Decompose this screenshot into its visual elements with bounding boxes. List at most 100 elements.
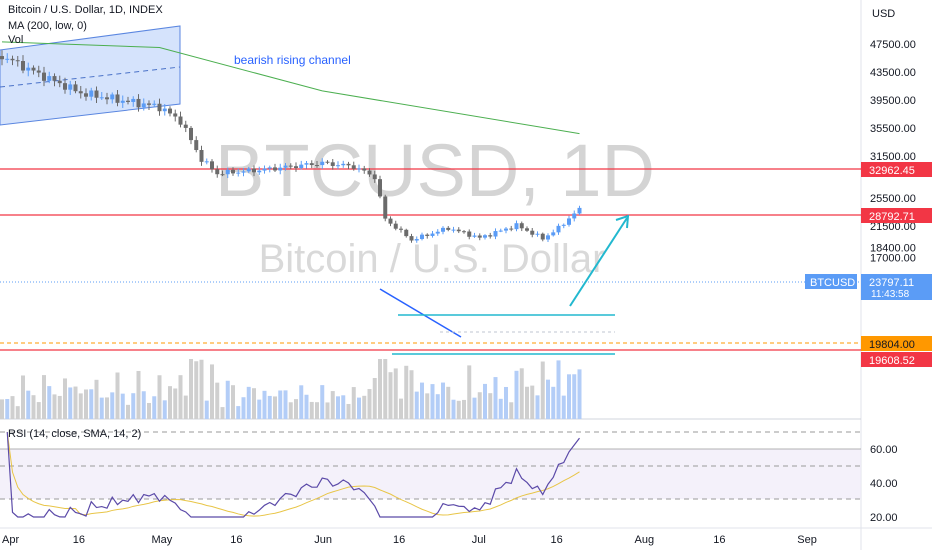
candle-body[interactable]	[383, 196, 388, 219]
candle-body[interactable]	[231, 169, 235, 174]
candle-body[interactable]	[393, 223, 398, 229]
candle-body[interactable]	[215, 169, 220, 175]
candle-body[interactable]	[504, 228, 508, 231]
candle-body[interactable]	[441, 227, 445, 232]
candle-body[interactable]	[325, 161, 330, 163]
candle-body[interactable]	[78, 91, 83, 94]
candle-body[interactable]	[136, 98, 141, 108]
candle-body[interactable]	[5, 58, 10, 60]
candle-body[interactable]	[472, 235, 477, 237]
candle-body[interactable]	[577, 207, 582, 214]
projection-arrow[interactable]	[569, 217, 628, 307]
candle-body[interactable]	[94, 90, 99, 98]
candle-body[interactable]	[336, 165, 340, 167]
candle-body[interactable]	[299, 164, 304, 169]
candle-body[interactable]	[262, 168, 267, 171]
candle-body[interactable]	[36, 70, 41, 73]
candle-body[interactable]	[320, 161, 325, 166]
candle-body[interactable]	[420, 234, 424, 240]
candle-body[interactable]	[89, 90, 94, 97]
candle-body[interactable]	[378, 179, 382, 197]
candle-body[interactable]	[483, 235, 487, 238]
candle-body[interactable]	[267, 167, 272, 169]
candle-body[interactable]	[572, 213, 577, 219]
candle-body[interactable]	[341, 163, 346, 166]
candle-body[interactable]	[556, 225, 561, 233]
candle-body[interactable]	[404, 229, 409, 237]
candle-body[interactable]	[456, 229, 461, 232]
candle-body[interactable]	[493, 231, 498, 237]
candle-body[interactable]	[488, 235, 493, 237]
candle-body[interactable]	[462, 231, 466, 233]
candle-body[interactable]	[183, 124, 188, 128]
candle-body[interactable]	[178, 116, 183, 125]
candle-body[interactable]	[467, 231, 472, 237]
candle-body[interactable]	[498, 230, 503, 232]
candle-body[interactable]	[47, 76, 52, 81]
candle-body[interactable]	[283, 165, 288, 168]
candle-body[interactable]	[31, 67, 36, 71]
candle-body[interactable]	[309, 163, 314, 166]
rsi-legend[interactable]: RSI (14, close, SMA, 14, 2)	[8, 428, 142, 440]
candle-body[interactable]	[278, 167, 283, 171]
candle-body[interactable]	[477, 235, 482, 238]
candle-body[interactable]	[173, 113, 178, 117]
candle-body[interactable]	[561, 224, 566, 226]
candle-body[interactable]	[120, 100, 125, 103]
candle-body[interactable]	[63, 83, 67, 90]
rising-channel[interactable]	[0, 25, 181, 126]
candle-body[interactable]	[546, 235, 550, 240]
candle-body[interactable]	[551, 232, 556, 236]
candle-body[interactable]	[252, 168, 256, 173]
candle-body[interactable]	[315, 165, 319, 167]
candle-body[interactable]	[304, 163, 309, 165]
candle-body[interactable]	[131, 98, 136, 102]
candle-body[interactable]	[126, 100, 130, 102]
candle-body[interactable]	[220, 174, 225, 176]
candle-body[interactable]	[10, 58, 15, 61]
candle-body[interactable]	[189, 127, 193, 141]
candle-body[interactable]	[346, 163, 351, 166]
candle-body[interactable]	[162, 108, 167, 112]
vol-legend[interactable]: Vol	[8, 34, 24, 46]
candle-body[interactable]	[241, 171, 246, 173]
candle-body[interactable]	[194, 140, 199, 151]
candle-body[interactable]	[357, 168, 361, 170]
candle-body[interactable]	[372, 174, 377, 180]
candle-body[interactable]	[414, 239, 419, 241]
candle-body[interactable]	[199, 150, 204, 162]
candle-body[interactable]	[430, 233, 435, 236]
candle-body[interactable]	[367, 170, 372, 175]
candle-body[interactable]	[435, 231, 440, 234]
candle-body[interactable]	[152, 103, 157, 105]
candle-body[interactable]	[362, 168, 367, 171]
candle-body[interactable]	[409, 236, 414, 241]
candle-body[interactable]	[52, 76, 57, 81]
candle-body[interactable]	[225, 169, 230, 175]
candle-body[interactable]	[15, 60, 20, 62]
candle-body[interactable]	[99, 97, 104, 99]
downtrend-line[interactable]	[379, 288, 462, 338]
candle-body[interactable]	[168, 108, 172, 114]
candle-body[interactable]	[446, 227, 451, 230]
candle-body[interactable]	[21, 61, 25, 71]
candle-body[interactable]	[42, 72, 46, 81]
candle-body[interactable]	[509, 228, 514, 230]
candle-body[interactable]	[519, 223, 524, 229]
candle-body[interactable]	[204, 161, 209, 163]
candle-body[interactable]	[157, 103, 162, 112]
candle-body[interactable]	[73, 84, 78, 92]
ma-legend[interactable]: MA (200, low, 0)	[8, 20, 87, 32]
candle-body[interactable]	[110, 94, 115, 100]
candle-body[interactable]	[514, 223, 519, 230]
candle-body[interactable]	[330, 162, 335, 166]
candle-body[interactable]	[530, 230, 535, 235]
candle-body[interactable]	[68, 84, 73, 90]
candle-body[interactable]	[246, 168, 251, 172]
candle-body[interactable]	[351, 165, 356, 169]
candle-body[interactable]	[451, 229, 456, 231]
rsi-line[interactable]	[6, 431, 580, 518]
ma-200-line[interactable]	[1, 41, 580, 135]
candle-body[interactable]	[535, 233, 540, 235]
candle-body[interactable]	[57, 80, 62, 84]
